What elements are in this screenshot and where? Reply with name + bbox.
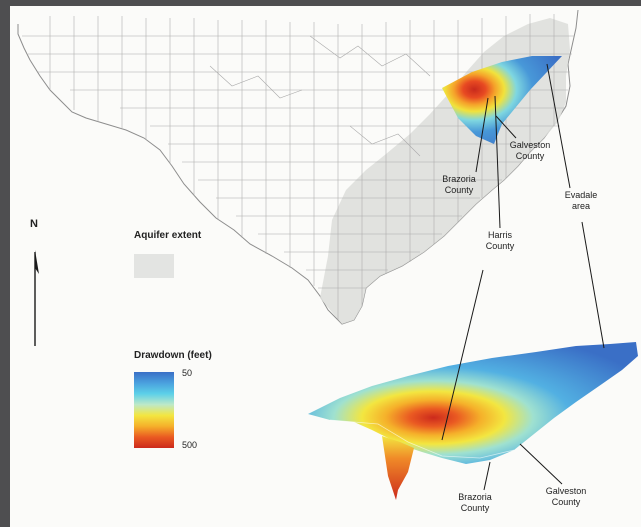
north-label: N (30, 218, 38, 230)
galveston-county-lower-label: Galveston County (545, 486, 587, 507)
aquifer-extent-title: Aquifer extent (134, 230, 202, 241)
drawdown-3d-surface (308, 342, 638, 464)
drawdown-map-patch (442, 56, 562, 144)
brazoria-county-lower-label: Brazoria County (458, 492, 492, 513)
evadale-area-label: Evadale area (564, 190, 598, 211)
surface-ridge (329, 419, 515, 459)
drawdown-max-label: 500 (182, 440, 198, 450)
drawdown-title: Drawdown (feet) (134, 350, 212, 361)
texas-map (17, 9, 638, 500)
north-arrow (34, 250, 39, 346)
brazoria-county-upper-label: Brazoria County (442, 174, 476, 195)
drawdown-min-label: 50 (182, 368, 193, 378)
leader-lines (441, 63, 605, 491)
harris-county-label: Harris County (485, 230, 515, 251)
aquifer-extent-swatch (134, 254, 174, 278)
drawdown-color-ramp (134, 372, 174, 448)
figure-panel: N Aquifer extent Drawdown (feet) 50 500 … (10, 6, 641, 527)
cone-of-depression (382, 436, 414, 500)
galveston-county-upper-label: Galveston County (509, 140, 551, 161)
